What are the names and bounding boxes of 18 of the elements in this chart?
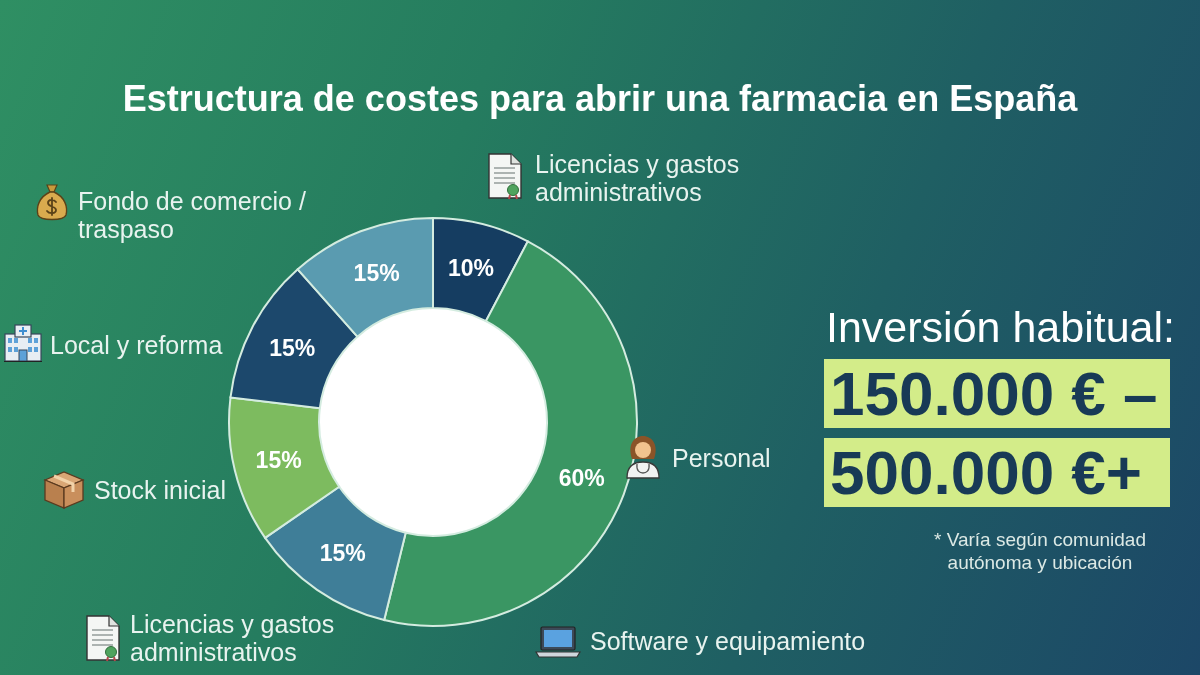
text: Inversión habitual: [826,302,1175,352]
data-label: 15% [353,260,400,287]
slice-label: Fondo de comercio / traspaso [78,187,307,243]
text: 500.000 €+ [824,438,1170,507]
text: * Varía según comunidad autónoma y ubicación [933,528,1147,574]
data-label: 15% [319,539,366,566]
data-label: 60% [558,465,605,492]
slice-label: Licencias y gastos administrativos [535,150,741,206]
data-label: 15% [255,447,302,474]
text: Software y equipamiento [590,627,867,655]
slice-label: Stock inicial [94,476,227,504]
data-label: 15% [269,335,316,362]
text: 150.000 € – [824,359,1170,428]
chart-title: Estructura de costes para abrir una farmacia en España [121,77,1079,121]
slice-label: Licencias y gastos administrativos [130,610,336,666]
slice-label: Local y reforma [50,331,223,359]
data-label: 10% [448,254,495,281]
slice-label: Personal [672,444,771,472]
